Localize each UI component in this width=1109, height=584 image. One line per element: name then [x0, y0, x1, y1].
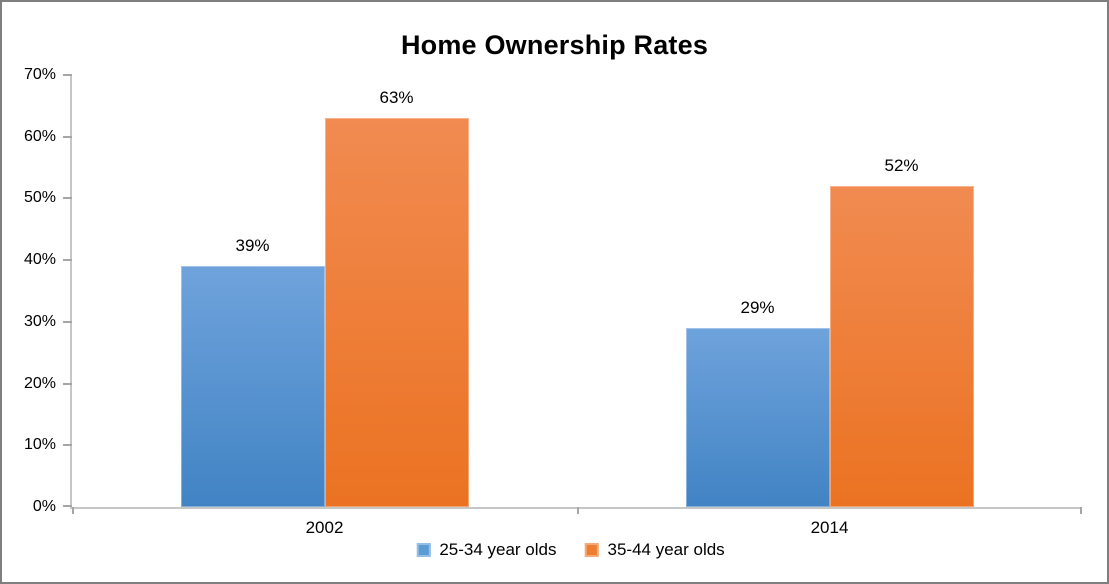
- y-tick-label: 60%: [23, 127, 56, 145]
- bar-2002-25-34-year-olds: [180, 266, 325, 507]
- x-tick-mark: [577, 507, 579, 514]
- bar-value-label: 52%: [884, 156, 919, 176]
- x-category-label: 2002: [305, 518, 344, 537]
- x-category-label: 2014: [810, 518, 849, 537]
- y-tick-label: 20%: [23, 374, 56, 392]
- y-tick-mark: [63, 135, 72, 138]
- bar-2014-35-44-year-olds: [829, 186, 974, 507]
- legend-item: 25-34 year olds: [416, 540, 557, 560]
- y-tick-mark: [63, 382, 72, 385]
- y-tick-label: 50%: [23, 189, 56, 207]
- y-tick-label: 0%: [32, 498, 56, 515]
- legend-item-label: 25-34 year olds: [439, 540, 557, 559]
- y-tick-mark: [63, 74, 72, 76]
- plot-area: 0% 10% 20% 30% 40% 50% 60% 70% 39% 63% 2002 29% 52% 2…: [24, 66, 1082, 537]
- y-tick-label: 40%: [23, 251, 56, 269]
- legend-item-label: 35-44 year olds: [607, 540, 725, 559]
- bar-value-label: 63%: [379, 88, 414, 108]
- y-tick-label: 10%: [23, 436, 56, 454]
- y-tick-label: 30%: [23, 312, 56, 330]
- x-tick-mark: [1080, 507, 1082, 514]
- y-tick-mark: [63, 505, 72, 507]
- legend: 25-34 year olds 35-44 year olds: [416, 540, 725, 560]
- chart-title: Home Ownership Rates: [400, 30, 709, 60]
- y-tick-mark: [63, 320, 72, 323]
- bar-2002-35-44-year-olds: [324, 118, 469, 507]
- bar-2014-25-34-year-olds: [685, 328, 830, 507]
- bar-value-label: 39%: [235, 236, 270, 256]
- y-tick-mark: [63, 197, 72, 200]
- legend-item: 35-44 year olds: [584, 540, 725, 560]
- legend-color-swatch-icon: [416, 543, 431, 557]
- x-tick-mark: [72, 507, 74, 514]
- y-tick-mark: [63, 259, 72, 262]
- bar-value-label: 29%: [740, 298, 775, 318]
- y-tick-mark: [63, 444, 72, 447]
- y-tick-label: 70%: [23, 66, 56, 83]
- legend-color-swatch-icon: [584, 543, 599, 557]
